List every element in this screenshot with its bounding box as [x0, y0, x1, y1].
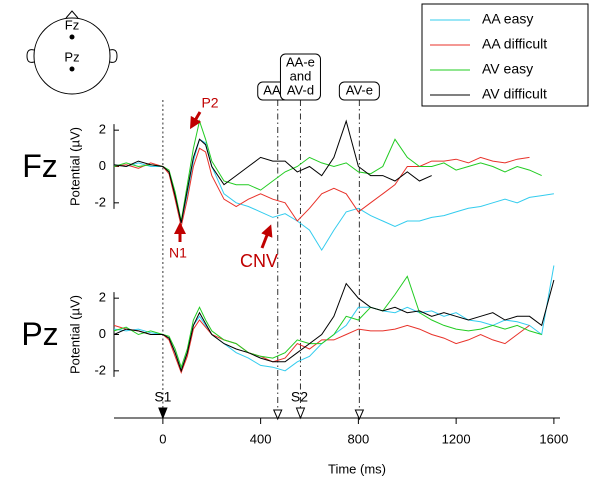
annotation: N1: [169, 245, 187, 261]
x-tick-label: 400: [250, 431, 272, 446]
series-line: [113, 279, 555, 373]
legend-label: AA difficult: [482, 36, 547, 52]
annotation-arrow: [260, 224, 273, 249]
y-axis-label: Potential (µV): [67, 127, 82, 206]
y-tick-label: 2: [99, 290, 106, 305]
x-tick-label: 1600: [539, 431, 568, 446]
legend-box: [421, 3, 589, 107]
event-bracket: [279, 53, 321, 101]
x-tick-label: 1200: [442, 431, 471, 446]
ear: [109, 49, 118, 63]
series-line: [113, 119, 542, 222]
annotation: P2: [201, 95, 218, 111]
annotation-arrow: [189, 111, 202, 130]
event-bracket: [338, 81, 380, 101]
panel-title: Pz: [21, 316, 58, 352]
event-bracket-label: AV-d: [287, 82, 314, 97]
electrode: [69, 66, 75, 72]
series-line: [113, 275, 542, 369]
y-tick-label: 2: [99, 122, 106, 137]
x-axis-label: Time (ms): [328, 461, 386, 476]
y-axis-label: Potential (µV): [67, 295, 82, 374]
x-tick-label: 800: [348, 431, 370, 446]
y-tick-label: 0: [99, 326, 106, 341]
legend-label: AV easy: [482, 61, 533, 77]
legend-label: AV difficult: [482, 86, 547, 102]
annotation: CNV: [240, 251, 278, 271]
event-marker: [295, 407, 306, 420]
event-bracket-label: AA-e: [286, 54, 315, 69]
event-marker: [272, 409, 283, 421]
nose: [65, 10, 79, 19]
legend-label: AA easy: [482, 11, 533, 27]
panel-title: Fz: [22, 148, 58, 184]
head: [33, 17, 111, 95]
event-bracket-label: AV-e: [346, 82, 373, 97]
y-tick-label: -2: [94, 362, 106, 377]
series-line: [113, 319, 530, 375]
electrode: [69, 34, 75, 40]
y-tick-label: -2: [94, 194, 106, 209]
series-line: [113, 147, 530, 227]
event-bracket-label: and: [290, 68, 312, 83]
series-line: [113, 119, 432, 223]
electrode-label: Pz: [64, 49, 79, 64]
x-tick-label: 0: [159, 431, 166, 446]
event-marker: [354, 409, 365, 421]
head-map: Fz Pz: [26, 10, 118, 95]
electrode-label: Fz: [65, 17, 79, 32]
series-line: [113, 265, 555, 373]
event-marker: [158, 407, 168, 420]
ear: [26, 49, 35, 63]
event-label: S2: [291, 389, 308, 405]
event-label: S1: [154, 389, 171, 405]
y-tick-label: 0: [99, 158, 106, 173]
